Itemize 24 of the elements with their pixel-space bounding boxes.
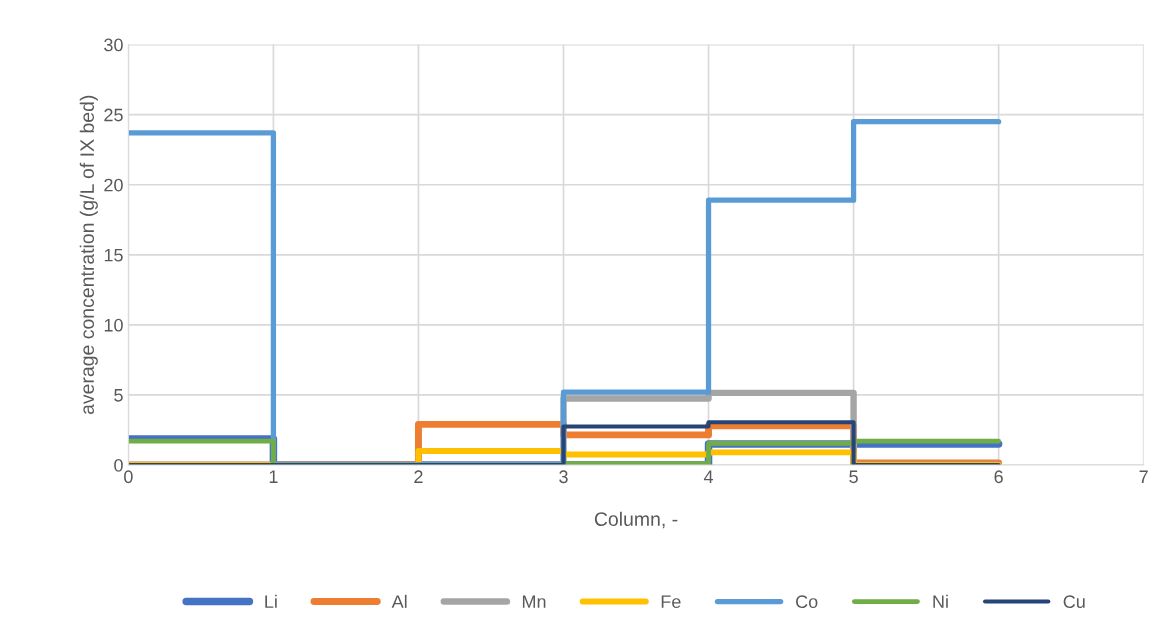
legend-label: Ni — [933, 594, 948, 608]
y-axis-title: average concentration (g/L of IX bed) — [79, 95, 98, 415]
legend-label: Al — [391, 594, 407, 608]
y-tick-label: 5 — [114, 389, 123, 402]
legend-label: Li — [265, 594, 277, 608]
x-tick-label: 7 — [1139, 470, 1148, 483]
y-tick-label: 15 — [104, 248, 123, 262]
legend-label: Fe — [661, 595, 681, 609]
x-axis-title: Column, - — [594, 511, 678, 529]
legend-label: Co — [796, 595, 818, 609]
legend-label: Cu — [1063, 595, 1085, 609]
x-tick-label: 3 — [559, 470, 568, 484]
y-tick-label: 30 — [104, 38, 123, 52]
y-tick-label: 10 — [104, 318, 123, 332]
x-tick-label: 4 — [703, 470, 714, 483]
x-tick-label: 1 — [269, 470, 278, 483]
y-tick-label: 25 — [104, 108, 123, 122]
x-tick-label: 2 — [414, 470, 423, 483]
x-tick-label: 5 — [849, 470, 858, 484]
y-tick-label: 20 — [104, 178, 123, 192]
legend-label: Mn — [522, 595, 546, 608]
x-tick-label: 6 — [994, 470, 1003, 484]
y-tick-label: 0 — [114, 458, 123, 472]
x-tick-label: 0 — [124, 470, 133, 484]
